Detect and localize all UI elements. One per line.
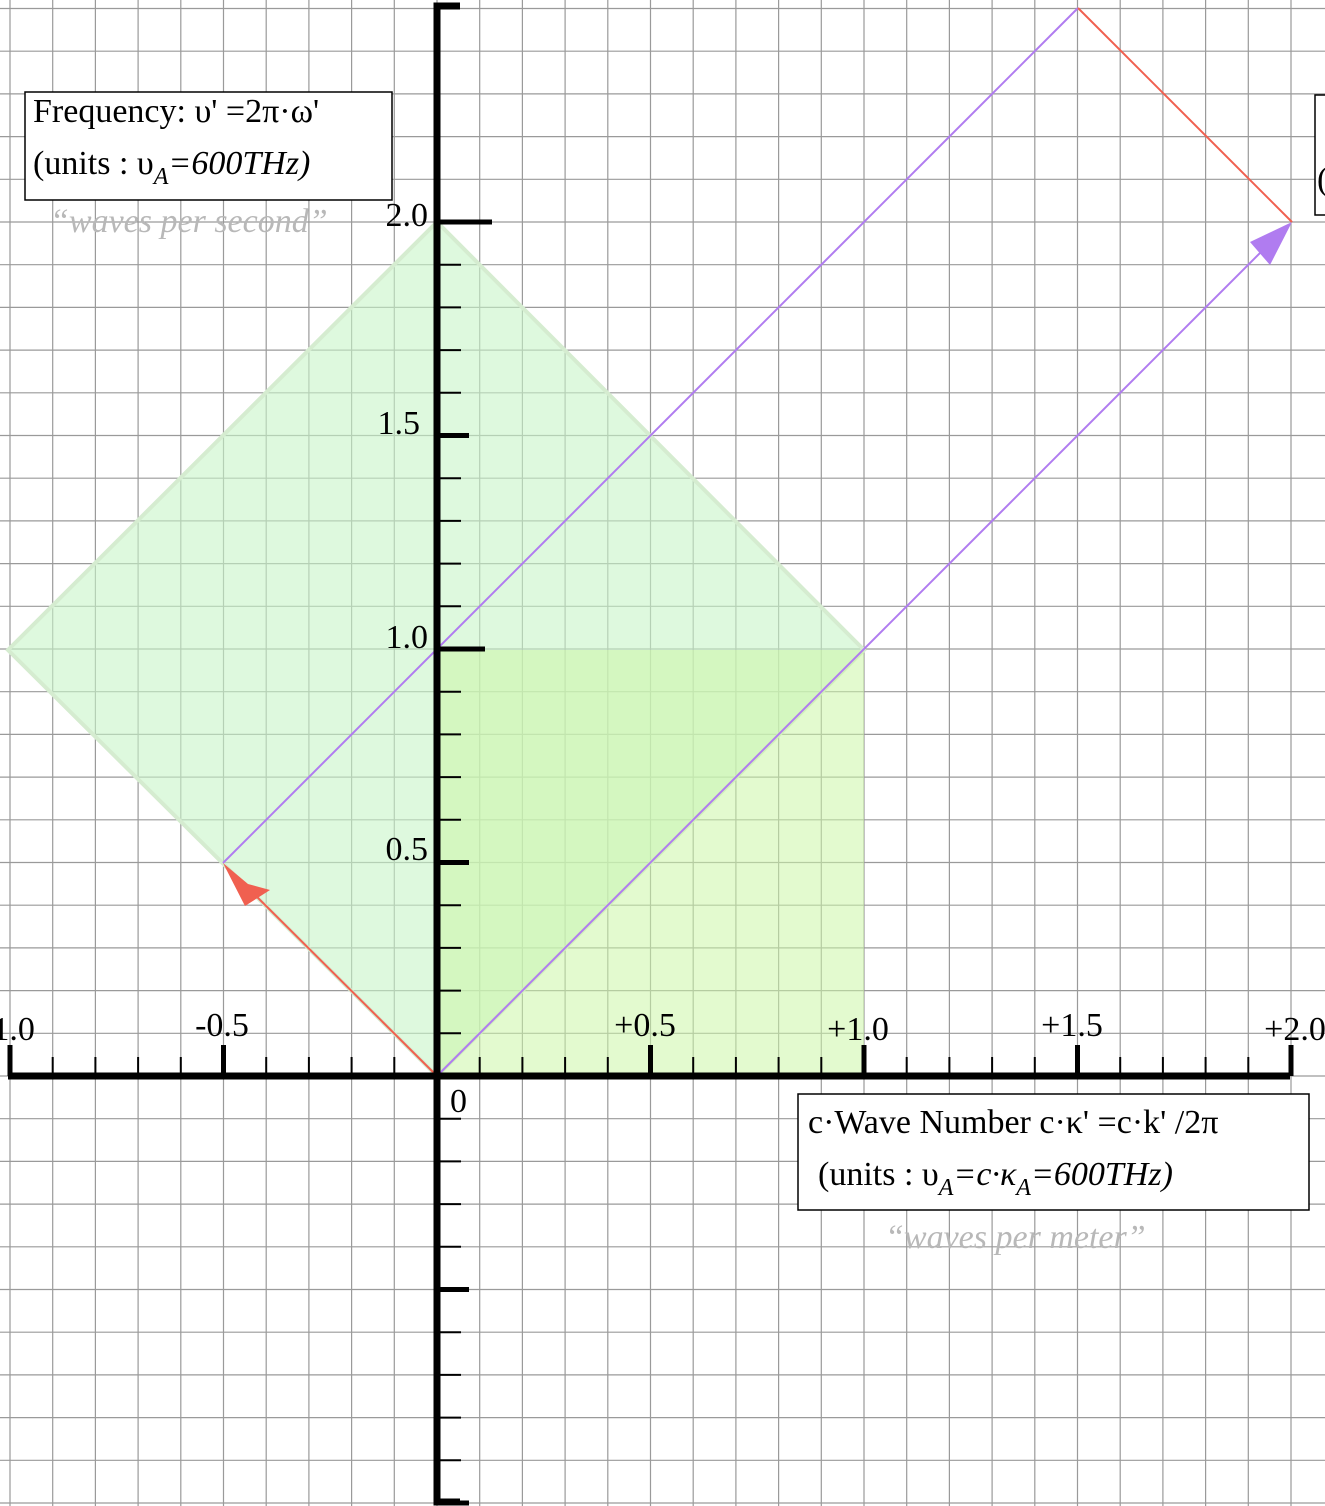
- x-axis-box: c·Wave Number c·κ' =c·k' /2π (units : υA…: [797, 1093, 1310, 1256]
- y-tick-label: 1.5: [378, 405, 421, 442]
- x-tick-label: +1.5: [1041, 1007, 1103, 1044]
- subscript: A: [1014, 1175, 1031, 1201]
- y-tick-label: 1.0: [386, 619, 429, 656]
- axes: [7, 2, 1294, 1506]
- y-tick-label: 0: [450, 1083, 467, 1120]
- box-text: (: [1317, 161, 1325, 198]
- box-text: c·Wave Number c·κ' =c·k' /2π: [808, 1104, 1218, 1141]
- x-tick-label: -1.0: [0, 1011, 35, 1048]
- subscript: A: [152, 164, 169, 190]
- text-part: =600THz): [168, 145, 310, 182]
- purple-line: [222, 7, 1079, 864]
- x-tick-label: -0.5: [195, 1007, 249, 1044]
- box-text: Frequency: υ' =2π·ω': [33, 93, 319, 130]
- label-box: [1314, 94, 1325, 216]
- right-box: (: [1314, 94, 1325, 216]
- arrowhead: [1250, 222, 1292, 265]
- y-tick-labels: 0 0.5 1.0 1.5 2.0: [378, 197, 468, 1120]
- y-axis-box: Frequency: υ' =2π·ω' (units : υA=600THz)…: [24, 91, 393, 240]
- box-text: (units : υA=c·κA=600THz): [818, 1156, 1173, 1201]
- text-part: (units : υ: [818, 1156, 939, 1193]
- note: “waves per second”: [50, 203, 328, 240]
- arrowhead: [223, 863, 270, 906]
- red-line: [1077, 7, 1293, 223]
- y-tick-label: 2.0: [386, 197, 429, 234]
- text-part: =600THz): [1031, 1156, 1173, 1193]
- text-part: (units : υ: [33, 145, 154, 182]
- x-tick-label: +0.5: [614, 1007, 676, 1044]
- subscript: A: [937, 1175, 954, 1201]
- purple-vector: [436, 234, 1279, 1077]
- box-text: (units : υA=600THz): [33, 145, 310, 190]
- red-vector: [235, 875, 438, 1077]
- label-box: [24, 91, 393, 201]
- x-tick-label: +2.0: [1264, 1011, 1325, 1048]
- y-tick-label: 0.5: [386, 831, 429, 868]
- x-tick-label: +1.0: [827, 1011, 889, 1048]
- text-part: =c·κ: [953, 1156, 1017, 1193]
- x-tick-labels: -1.0 -0.5 +0.5 +1.0 +1.5 +2.0: [0, 1007, 1325, 1048]
- label-box: [797, 1093, 1310, 1211]
- note: “waves per meter”: [885, 1219, 1146, 1256]
